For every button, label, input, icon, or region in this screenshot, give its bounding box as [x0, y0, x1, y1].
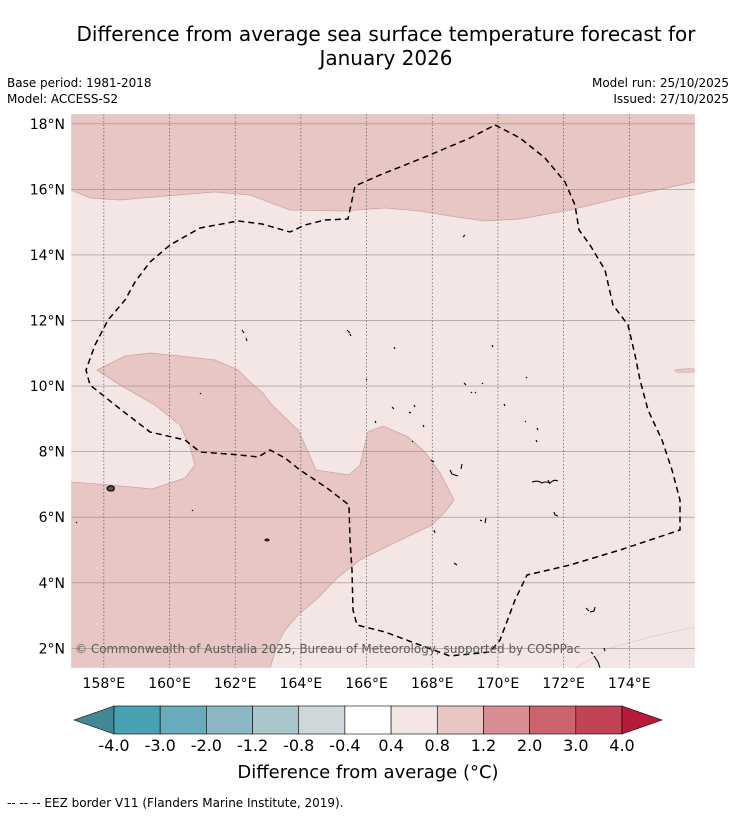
lat-tick-label: 10°N [30, 379, 65, 395]
graticule [71, 114, 695, 668]
colorbar-tick-label: 1.2 [471, 736, 496, 755]
colorbar-swatch [252, 705, 300, 735]
colorbar-swatch [344, 705, 392, 735]
lat-tick-label: 18°N [30, 117, 65, 133]
lon-tick-label: 172°E [542, 676, 585, 692]
colorbar [73, 705, 663, 735]
colorbar-tick-label: 3.0 [563, 736, 588, 755]
lon-tick-label: 158°E [83, 676, 126, 692]
eez-border [85, 124, 681, 657]
title-line-2: January 2026 [319, 46, 453, 70]
colorbar-swatch [390, 705, 438, 735]
colorbar-swatch [298, 705, 346, 735]
lat-tick-label: 2°N [39, 641, 65, 657]
meta-left: Base period: 1981-2018 Model: ACCESS-S2 [7, 75, 152, 107]
lon-tick-label: 164°E [280, 676, 323, 692]
copyright-notice: © Commonwealth of Australia 2025, Bureau… [75, 642, 580, 656]
colorbar-tick-label: -0.4 [329, 736, 360, 755]
lon-tick-label: 162°E [214, 676, 257, 692]
colorbar-tick-label: 0.8 [425, 736, 450, 755]
meta-right: Model run: 25/10/2025 Issued: 27/10/2025 [592, 75, 729, 107]
issued-date: Issued: 27/10/2025 [613, 92, 729, 106]
lat-tick-label: 16°N [30, 182, 65, 198]
model-run: Model run: 25/10/2025 [591, 76, 729, 90]
lon-tick-label: 174°E [608, 676, 651, 692]
lon-tick-label: 166°E [345, 676, 388, 692]
colorbar-swatch [483, 705, 530, 735]
island-outlines [75, 234, 606, 668]
lat-tick-label: 8°N [39, 445, 65, 461]
colorbar-tick-label: -1.2 [237, 736, 268, 755]
model-name: Model: ACCESS-S2 [7, 92, 119, 106]
colorbar-tick-label: 2.0 [517, 736, 542, 755]
map-frame [70, 113, 696, 669]
base-period: Base period: 1981-2018 [7, 76, 152, 90]
colorbar-swatch [436, 705, 484, 735]
colorbar-swatch [529, 705, 577, 735]
colorbar-tick-label: -3.0 [145, 736, 176, 755]
anomaly-region-north [71, 114, 695, 222]
map-plot-area: © Commonwealth of Australia 2025, Bureau… [71, 114, 695, 668]
colorbar-label: Difference from average (°C) [237, 762, 499, 783]
lon-tick-label: 160°E [148, 676, 191, 692]
anomaly-region-east [674, 368, 695, 373]
colorbar-swatch [113, 705, 161, 735]
lon-tick-label: 170°E [477, 676, 520, 692]
colorbar-tick-label: 4.0 [609, 736, 634, 755]
colorbar-tick-label: -0.8 [283, 736, 314, 755]
lat-tick-label: 14°N [30, 248, 65, 264]
anomaly-region-southeast [574, 626, 695, 668]
lat-tick-label: 12°N [30, 314, 65, 330]
lat-tick-label: 6°N [39, 510, 65, 526]
title-line-1: Difference from average sea surface temp… [76, 22, 696, 46]
colorbar-extend-low [73, 705, 115, 735]
colorbar-tick-label: -4.0 [98, 736, 129, 755]
colorbar-extend-high [621, 705, 663, 735]
longitude-axis: 158°E 160°E 162°E 164°E 166°E 168°E 170°E 172°E… [83, 676, 651, 692]
colorbar-tick-label: 0.4 [378, 736, 403, 755]
lon-tick-label: 168°E [411, 676, 454, 692]
anomaly-region-southwest [71, 352, 455, 668]
lat-tick-label: 4°N [39, 576, 65, 592]
colorbar-swatch [575, 705, 623, 735]
colorbar-tick-label: -2.0 [191, 736, 222, 755]
colorbar-swatch [206, 705, 253, 735]
colorbar-swatch [159, 705, 207, 735]
colorbar-ticks: -4.0 -3.0 -2.0 -1.2 -0.8 -0.4 0.4 0.8 1.2 2.0 3.0 4… [98, 736, 634, 755]
latitude-axis: 18°N 16°N 14°N 12°N 10°N 8°N 6°N 4°N 2°N [30, 117, 65, 657]
eez-legend-note: -- -- -- EEZ border V11 (Flanders Marine… [7, 796, 344, 810]
map-title: Difference from average sea surface temp… [0, 22, 736, 70]
